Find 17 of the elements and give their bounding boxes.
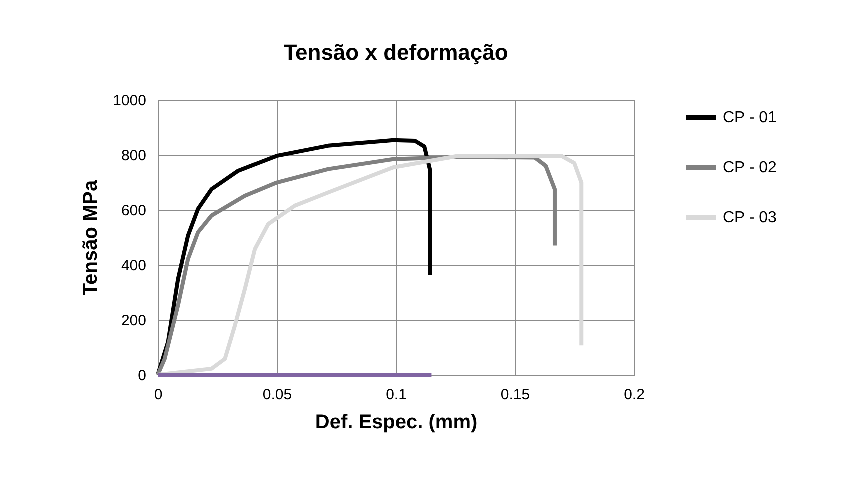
x-axis-title: Def. Espec. (mm) — [315, 412, 478, 434]
y-axis-title: Tensão MPa — [80, 180, 102, 296]
x-tick-label: 0.1 — [386, 386, 407, 404]
y-tick-label: 200 — [121, 312, 146, 330]
x-tick-label: 0 — [154, 386, 163, 404]
y-tick-label: 400 — [121, 258, 146, 274]
chart-title: Tensão x deformação — [284, 40, 508, 65]
y-tick-label: 0 — [138, 368, 146, 384]
x-tick-label: 0.15 — [500, 386, 530, 404]
x-tick-label: 0.05 — [262, 386, 292, 404]
y-tick-label: 600 — [121, 202, 146, 220]
legend-label: CP - 02 — [723, 160, 778, 176]
y-tick-label: 1000 — [113, 92, 146, 110]
y-tick-label: 800 — [121, 148, 146, 164]
legend-label: CP - 01 — [723, 110, 778, 126]
legend-label: CP - 03 — [723, 210, 778, 226]
x-tick-label: 0.2 — [624, 386, 645, 404]
